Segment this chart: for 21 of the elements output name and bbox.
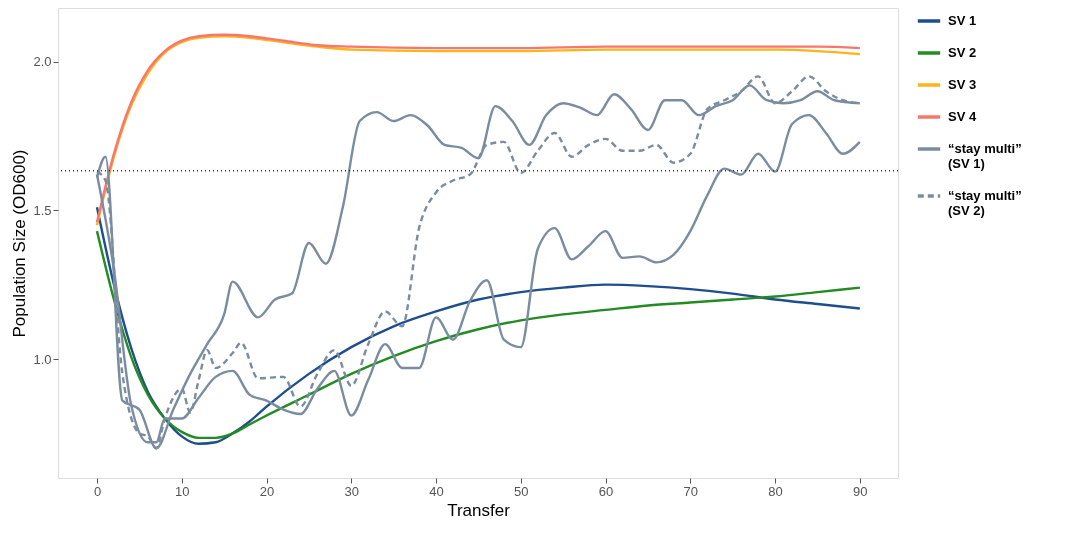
- legend-label: SV 2: [948, 45, 977, 60]
- legend-label: SV 4: [948, 109, 977, 124]
- legend-label: “stay multi” (SV 1): [948, 141, 1022, 171]
- x-tick-label: 0: [93, 483, 102, 499]
- x-tick-label: 20: [259, 483, 275, 499]
- x-axis-title: Transfer: [447, 500, 511, 520]
- y-tick-label: 2.0: [33, 54, 52, 70]
- y-tick-label: 1.5: [33, 202, 52, 218]
- y-axis-title: Population Size (OD600): [10, 149, 30, 338]
- x-tick-label: 90: [853, 483, 868, 499]
- x-tick-label: 50: [514, 483, 529, 499]
- x-tick-label: 10: [175, 483, 190, 499]
- legend-label: SV 1: [948, 13, 977, 28]
- x-tick-label: 60: [598, 483, 614, 499]
- x-tick-label: 70: [683, 483, 699, 499]
- x-tick-label: 30: [344, 483, 360, 499]
- x-tick-label: 80: [768, 483, 783, 499]
- y-tick-label: 1.0: [33, 351, 52, 367]
- legend-label: SV 3: [948, 77, 977, 92]
- legend-label: “stay multi” (SV 2): [948, 188, 1022, 218]
- x-tick-label: 40: [429, 483, 444, 499]
